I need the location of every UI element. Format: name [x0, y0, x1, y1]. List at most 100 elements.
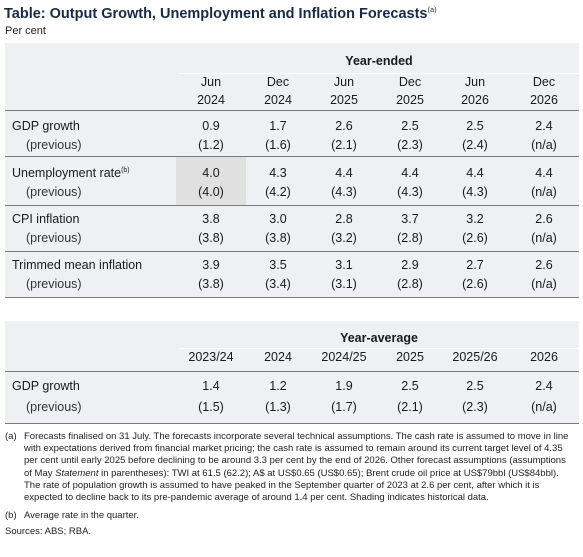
previous-value-cell: (4.0): [198, 185, 224, 199]
value-cell: 0.9: [202, 119, 220, 133]
value-cell: 2.4: [535, 119, 553, 133]
row-label-previous: (previous): [26, 185, 82, 199]
previous-value-cell: (3.8): [198, 231, 224, 245]
value-cell: 1.2: [269, 379, 287, 393]
rule: [5, 371, 579, 372]
previous-value-cell: (2.1): [397, 400, 423, 414]
table-title: Table: Output Growth, Unemployment and I…: [4, 5, 437, 22]
previous-value-cell: (1.6): [265, 138, 291, 152]
value-cell: 3.1: [335, 258, 353, 272]
column-header: 2025: [330, 93, 358, 107]
previous-value-cell: (2.4): [462, 138, 488, 152]
row-label-previous: (previous): [26, 400, 82, 414]
row-note-ref: (b): [121, 167, 130, 174]
previous-value-cell: (4.2): [265, 185, 291, 199]
rule: [5, 251, 579, 252]
previous-value-cell: (3.8): [265, 231, 291, 245]
value-cell: 4.0: [202, 166, 220, 180]
row-label: Unemployment rate(b): [12, 166, 130, 180]
row-label: GDP growth: [12, 119, 80, 133]
year-ended-heading: Year-ended: [345, 54, 413, 68]
value-cell: 2.8: [335, 212, 353, 226]
column-header: 2024: [264, 350, 292, 364]
value-cell: 2.6: [335, 119, 353, 133]
column-header: Jun: [464, 75, 486, 89]
previous-value-cell: (1.2): [198, 138, 224, 152]
footnotes: (a) Forecasts finalised on 31 July. The …: [5, 431, 575, 539]
value-cell: 2.6: [535, 212, 553, 226]
footnote-b: (b) Average rate in the quarter.: [5, 510, 139, 522]
row-label-previous: (previous): [26, 138, 82, 152]
column-header: 2025/26: [452, 350, 498, 364]
value-cell: 4.4: [401, 166, 419, 180]
column-header: Dec: [398, 75, 422, 89]
value-cell: 2.7: [466, 258, 484, 272]
column-header: 2025: [396, 350, 424, 364]
row-label: GDP growth: [12, 379, 80, 393]
value-cell: 2.4: [535, 379, 553, 393]
value-cell: 1.7: [269, 119, 287, 133]
previous-value-cell: (4.3): [397, 185, 423, 199]
previous-value-cell: (3.4): [265, 277, 291, 291]
value-cell: 4.4: [466, 166, 484, 180]
value-cell: 2.5: [401, 119, 419, 133]
column-header: 2026: [461, 93, 489, 107]
year-ended-panel: Year-ended Jun 2024 Dec 2024 Jun 2025 Dec 2025 J…: [5, 43, 579, 298]
row-label-previous: (previous): [26, 231, 82, 245]
value-cell: 2.5: [466, 379, 484, 393]
previous-value-cell: (3.1): [331, 277, 357, 291]
value-cell: 3.7: [401, 212, 419, 226]
historical-shading: [176, 157, 246, 205]
previous-value-cell: (n/a): [531, 185, 557, 199]
units-label: Per cent: [5, 25, 46, 37]
value-cell: 2.6: [535, 258, 553, 272]
column-header: 2024: [264, 93, 292, 107]
column-header: 2024: [197, 93, 225, 107]
year-average-panel: Year-average 2023/24 2024 2024/25 2025 2025/…: [5, 321, 579, 424]
column-header: Dec: [532, 75, 556, 89]
previous-value-cell: (2.3): [397, 138, 423, 152]
heading-rule: [179, 73, 579, 74]
value-cell: 3.0: [269, 212, 287, 226]
previous-value-cell: (2.6): [462, 231, 488, 245]
value-cell: 4.3: [269, 166, 287, 180]
value-cell: 1.4: [202, 379, 220, 393]
previous-value-cell: (1.3): [265, 400, 291, 414]
rule: [5, 156, 579, 157]
column-header: 2026: [530, 350, 558, 364]
value-cell: 3.9: [202, 258, 220, 272]
previous-value-cell: (2.6): [462, 277, 488, 291]
year-average-heading: Year-average: [340, 331, 418, 345]
value-cell: 2.9: [401, 258, 419, 272]
previous-value-cell: (1.7): [331, 400, 357, 414]
value-cell: 3.2: [466, 212, 484, 226]
value-cell: 2.5: [466, 119, 484, 133]
previous-value-cell: (n/a): [531, 138, 557, 152]
value-cell: 3.8: [202, 212, 220, 226]
previous-value-cell: (n/a): [531, 277, 557, 291]
column-header: 2025: [396, 93, 424, 107]
column-header: 2024/25: [321, 350, 367, 364]
footnote-a: (a) Forecasts finalised on 31 July. The …: [5, 431, 569, 504]
rule: [5, 205, 579, 206]
row-label: CPI inflation: [12, 212, 80, 226]
previous-value-cell: (3.2): [331, 231, 357, 245]
previous-value-cell: (n/a): [531, 231, 557, 245]
previous-value-cell: (2.1): [331, 138, 357, 152]
previous-value-cell: (3.8): [198, 277, 224, 291]
heading-rule: [179, 348, 579, 349]
rule: [5, 297, 579, 298]
previous-value-cell: (2.8): [397, 277, 423, 291]
previous-value-cell: (4.3): [462, 185, 488, 199]
column-header: Jun: [333, 75, 355, 89]
previous-value-cell: (1.5): [198, 400, 224, 414]
value-cell: 4.4: [335, 166, 353, 180]
value-cell: 1.9: [335, 379, 353, 393]
value-cell: 3.5: [269, 258, 287, 272]
column-header: 2026: [530, 93, 558, 107]
rule: [5, 423, 579, 424]
column-header: 2023/24: [188, 350, 234, 364]
previous-value-cell: (4.3): [331, 185, 357, 199]
previous-value-cell: (n/a): [531, 400, 557, 414]
rule: [5, 110, 579, 111]
